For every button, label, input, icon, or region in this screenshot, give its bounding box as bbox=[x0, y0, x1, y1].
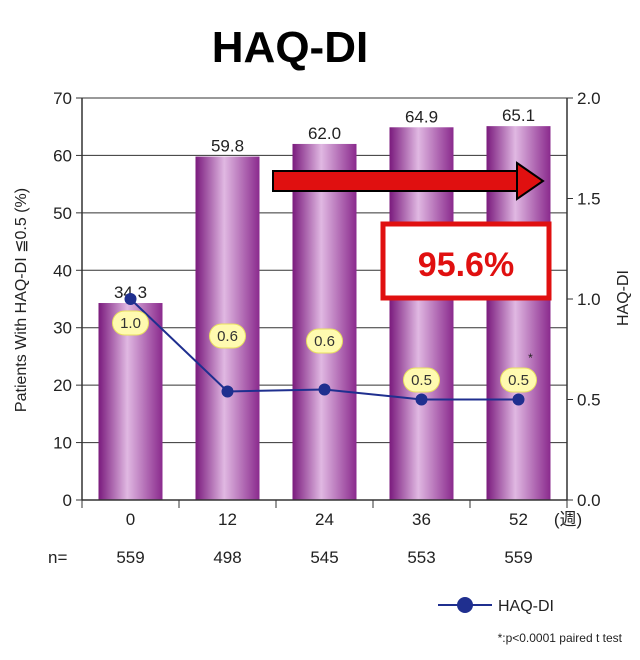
bar-value-label: 34.3 bbox=[114, 283, 147, 302]
chart-title: HAQ-DI bbox=[212, 23, 368, 72]
x-tick-label: 52 bbox=[509, 510, 528, 529]
line-value-label: 0.6 bbox=[314, 333, 335, 350]
bar bbox=[292, 143, 357, 500]
legend-label: HAQ-DI bbox=[498, 598, 554, 615]
n-row: 559 498 545 553 559 bbox=[116, 548, 532, 567]
x-tick-label: 0 bbox=[126, 510, 135, 529]
y-right-tick-label: 2.0 bbox=[577, 89, 601, 108]
bar-value-label: 64.9 bbox=[405, 107, 438, 126]
footnote: *:p<0.0001 paired t test bbox=[498, 631, 623, 645]
line-point bbox=[512, 393, 525, 406]
n-value: 559 bbox=[504, 548, 532, 567]
y-axis-right-label: HAQ-DI bbox=[615, 270, 632, 326]
y-tick-label: 50 bbox=[53, 204, 72, 223]
bar-value-label: 62.0 bbox=[308, 124, 341, 143]
line-point bbox=[318, 383, 331, 396]
n-value: 553 bbox=[407, 548, 435, 567]
bar bbox=[98, 303, 163, 500]
n-prefix: n= bbox=[48, 548, 67, 567]
red-arrow-icon bbox=[272, 161, 545, 201]
line-value-label: 0.5 bbox=[411, 372, 432, 389]
line-value-pill bbox=[403, 367, 440, 393]
line-value-label: 1.0 bbox=[120, 315, 141, 332]
haq-di-line: 1.0 0.6 0.6 0.5 0.5 * bbox=[112, 293, 537, 406]
y-axis-left-ticks: 0 10 20 30 40 50 60 70 bbox=[53, 89, 82, 510]
x-tick-label: 36 bbox=[412, 510, 431, 529]
y-tick-label: 0 bbox=[63, 491, 72, 510]
line-value-pill bbox=[500, 367, 537, 393]
line-point bbox=[124, 293, 137, 305]
line-point bbox=[221, 385, 234, 398]
legend: HAQ-DI bbox=[438, 597, 554, 615]
x-axis-unit: (週) bbox=[554, 510, 582, 529]
line-value-label: 0.5 bbox=[508, 372, 529, 389]
y-tick-label: 20 bbox=[53, 376, 72, 395]
line-value-pill bbox=[112, 310, 149, 336]
legend-marker-icon bbox=[457, 597, 473, 613]
line-value-label: 0.6 bbox=[217, 328, 238, 345]
n-value: 559 bbox=[116, 548, 144, 567]
y-tick-label: 60 bbox=[53, 146, 72, 165]
n-value: 545 bbox=[310, 548, 338, 567]
y-right-tick-label: 1.0 bbox=[577, 290, 601, 309]
y-tick-label: 30 bbox=[53, 319, 72, 338]
x-axis-ticks: 0 12 24 36 52 bbox=[81, 500, 568, 529]
bars: 34.3 59.8 62.0 64.9 65.1 bbox=[98, 106, 551, 500]
bar-value-label: 59.8 bbox=[211, 137, 244, 156]
line-value-pill bbox=[209, 323, 246, 349]
x-tick-label: 12 bbox=[218, 510, 237, 529]
y-right-tick-label: 1.5 bbox=[577, 190, 601, 209]
y-tick-label: 70 bbox=[53, 89, 72, 108]
significance-marker: * bbox=[528, 351, 533, 365]
y-axis-left-label: Patients With HAQ-DI ≦0.5 (%) bbox=[13, 188, 30, 412]
callout-text: 95.6% bbox=[418, 246, 514, 284]
y-right-tick-label: 0.0 bbox=[577, 491, 601, 510]
x-tick-label: 24 bbox=[315, 510, 334, 529]
callout-box: 95.6% bbox=[380, 221, 552, 301]
y-tick-label: 10 bbox=[53, 434, 72, 453]
line-point bbox=[415, 393, 428, 406]
y-tick-label: 40 bbox=[53, 261, 72, 280]
y-axis-right-ticks: 0.0 0.5 1.0 1.5 2.0 bbox=[567, 89, 601, 510]
line-value-pill bbox=[306, 328, 343, 354]
y-right-tick-label: 0.5 bbox=[577, 391, 601, 410]
n-value: 498 bbox=[213, 548, 241, 567]
bar-value-label: 65.1 bbox=[502, 106, 535, 125]
